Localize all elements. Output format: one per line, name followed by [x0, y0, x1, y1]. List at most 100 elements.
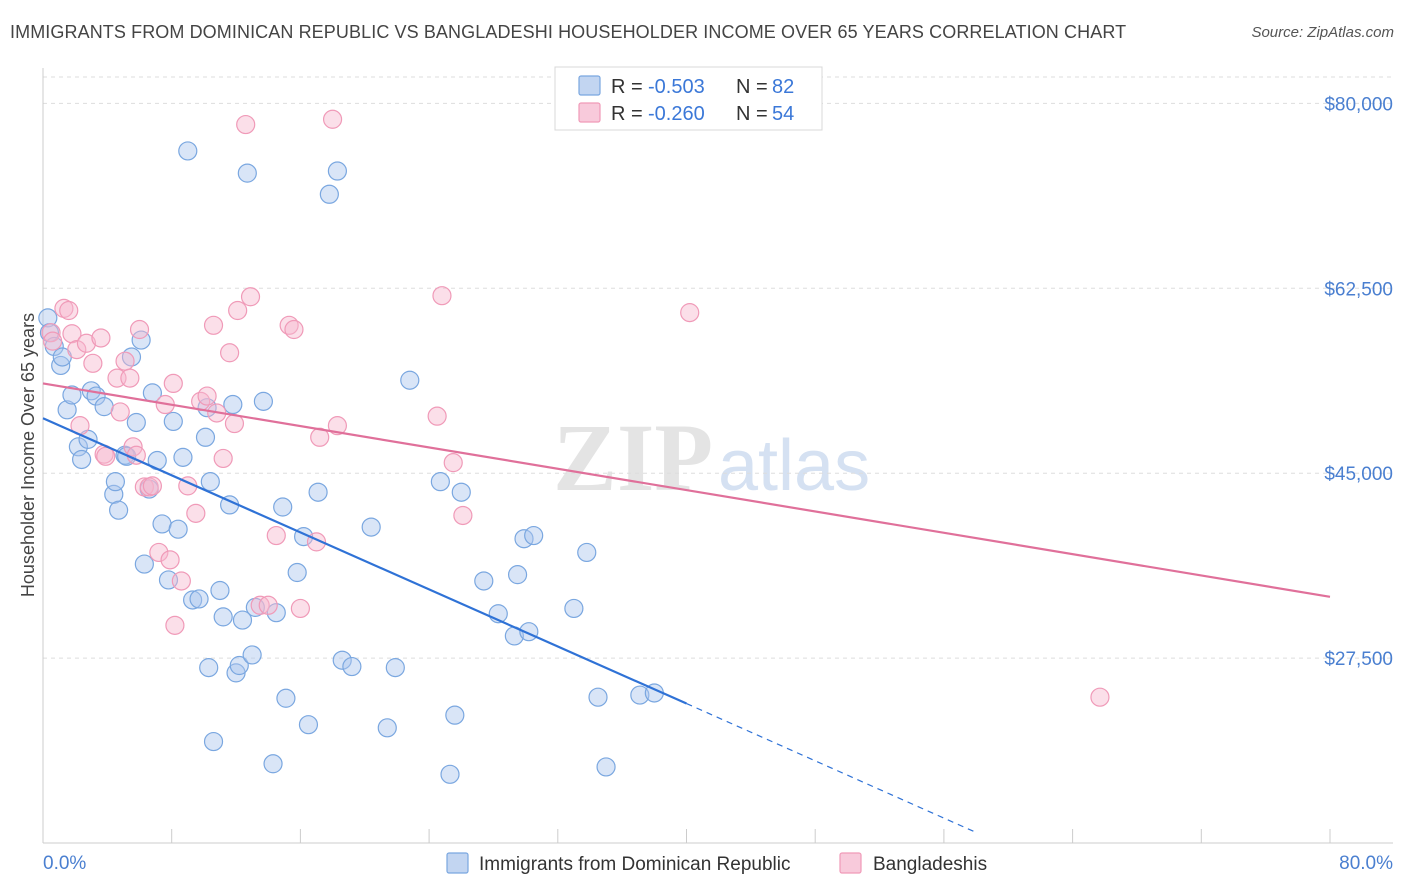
point-dominican-43	[229, 655, 249, 676]
bottom-legend-label-bangladeshis: Bangladeshis	[873, 854, 987, 875]
legend-n-label-1: N =	[736, 76, 768, 98]
point-dominican-64	[400, 370, 420, 390]
point-dominican-32	[189, 589, 209, 609]
point-dominican-6	[62, 385, 82, 405]
legend-r-label-1: R =	[611, 76, 643, 98]
point-dominican-56	[308, 482, 328, 502]
point-dominican-28	[168, 519, 188, 539]
bottom-legend-swatch-blue	[446, 852, 469, 874]
source-credit: Source: ZipAtlas.com	[1251, 24, 1394, 41]
point-dominican-25	[152, 514, 172, 534]
point-dominican-39	[213, 607, 233, 627]
legend-swatch-blue	[578, 75, 601, 96]
point-dominican-38	[210, 580, 230, 601]
point-dominican-41	[223, 394, 243, 415]
point-bangladeshi-34	[213, 448, 233, 469]
point-dominican-78	[588, 687, 608, 707]
point-bangladeshi-8	[83, 353, 103, 373]
point-dominican-5	[57, 400, 77, 420]
point-bangladeshi-19	[134, 477, 154, 497]
point-dominican-33	[195, 427, 216, 447]
point-dominican-52	[276, 688, 296, 708]
point-bangladeshi-4	[62, 324, 82, 344]
point-bangladeshi-24	[160, 550, 180, 570]
point-dominican-48	[253, 391, 273, 411]
axes	[42, 68, 1393, 844]
point-dominican-29	[173, 447, 193, 467]
point-dominican-15	[109, 500, 129, 520]
x-tick-max: 80.0%	[1339, 853, 1393, 874]
point-bangladeshi-1	[43, 331, 63, 351]
watermark-zip: ZIP	[553, 404, 713, 511]
point-dominican-62	[377, 718, 397, 738]
point-bangladeshi-26	[165, 615, 185, 635]
point-bangladeshi-39	[240, 287, 261, 307]
point-dominican-72	[507, 565, 528, 585]
watermark-atlas: atlas	[718, 426, 870, 506]
point-dominican-36	[200, 472, 220, 492]
point-bangladeshi-44	[284, 319, 304, 340]
point-dominican-68	[451, 482, 471, 502]
trend-line-bangladeshi	[42, 382, 1331, 598]
point-bangladeshi-35	[220, 343, 240, 363]
point-bangladeshi-45	[290, 598, 310, 619]
point-bangladeshi-25	[163, 373, 183, 393]
point-dominican-58	[327, 161, 348, 181]
point-dominican-37	[203, 731, 224, 752]
point-dominican-53	[287, 562, 307, 583]
point-bangladeshi-11	[96, 446, 116, 466]
trend-line-dominican-extension	[686, 702, 977, 833]
point-dominican-63	[385, 658, 405, 678]
point-bangladeshi-31	[197, 386, 217, 406]
correlation-legend: R = -0.503 N = 82 R = -0.260 N = 54	[554, 66, 823, 131]
point-bangladeshi-15	[120, 368, 140, 388]
point-dominican-19	[126, 412, 146, 433]
bottom-legend-swatch-pink	[839, 852, 862, 874]
point-dominican-69	[474, 571, 494, 591]
legend-n-value-2: 54	[772, 103, 794, 125]
legend-r-value-2: -0.260	[648, 103, 705, 125]
x-tick-min: 0.0%	[43, 853, 86, 874]
point-dominican-7	[68, 437, 88, 457]
legend-swatch-pink	[578, 102, 601, 123]
point-dominican-77	[577, 542, 597, 563]
point-dominican-44	[232, 610, 253, 630]
point-bangladeshi-14	[115, 351, 135, 371]
point-dominican-67	[445, 705, 465, 725]
point-dominican-76	[564, 598, 584, 619]
point-dominican-80	[630, 685, 650, 705]
point-dominican-75	[524, 525, 544, 546]
point-bangladeshi-21	[142, 476, 162, 496]
point-dominican-46	[242, 645, 262, 665]
point-dominican-61	[361, 517, 381, 537]
point-bangladeshi-52	[443, 453, 463, 473]
chart-title: IMMIGRANTS FROM DOMINICAN REPUBLIC VS BA…	[10, 22, 1127, 42]
point-bangladeshi-37	[228, 300, 248, 321]
legend-r-value-1: -0.503	[648, 76, 705, 98]
point-dominican-49	[263, 754, 283, 774]
point-bangladeshi-38	[236, 114, 256, 135]
legend-r-label-2: R =	[611, 103, 643, 125]
point-dominican-12	[94, 397, 114, 417]
y-tick-label-2: $45,000	[1324, 464, 1393, 485]
y-tick-label-3: $27,500	[1324, 649, 1393, 670]
point-dominican-0	[38, 308, 58, 328]
point-dominican-8	[72, 449, 92, 470]
point-dominican-60	[342, 656, 362, 677]
point-bangladeshi-54	[680, 303, 700, 323]
point-bangladeshi-41	[258, 595, 278, 615]
point-dominican-45	[237, 163, 257, 183]
point-bangladeshi-27	[171, 571, 191, 591]
point-dominican-79	[596, 757, 616, 777]
point-bangladeshi-32	[203, 315, 224, 335]
point-dominican-14	[105, 472, 125, 492]
legend-n-label-2: N =	[736, 103, 768, 125]
series-legend: Immigrants from Dominican Republic Bangl…	[446, 852, 987, 875]
point-bangladeshi-13	[110, 402, 130, 422]
point-dominican-27	[163, 411, 183, 432]
trend-lines	[42, 382, 1331, 833]
point-bangladeshi-50	[427, 406, 447, 426]
point-bangladeshi-2	[54, 298, 74, 318]
point-bangladeshi-40	[250, 595, 270, 615]
y-tick-label-1: $62,500	[1324, 279, 1393, 300]
